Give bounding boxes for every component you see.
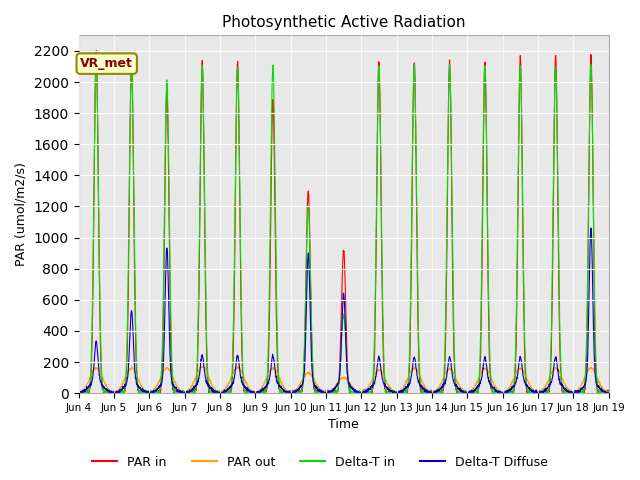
PAR out	[76, 390, 83, 396]
Delta-T in	[135, 390, 143, 396]
PAR in	[75, 390, 83, 396]
Y-axis label: PAR (umol/m2/s): PAR (umol/m2/s)	[15, 162, 28, 266]
PAR out	[595, 378, 602, 384]
Delta-T in	[595, 387, 602, 393]
PAR out	[197, 363, 205, 369]
PAR in	[605, 390, 612, 396]
Line: PAR in: PAR in	[79, 50, 609, 393]
Delta-T Diffuse	[167, 366, 175, 372]
PAR out	[301, 372, 309, 378]
Delta-T in	[538, 390, 545, 396]
Line: Delta-T in: Delta-T in	[79, 64, 609, 393]
PAR in	[538, 388, 545, 394]
PAR in	[595, 390, 602, 396]
Delta-T in	[605, 390, 612, 396]
Delta-T Diffuse	[605, 390, 612, 396]
Delta-T Diffuse	[75, 390, 83, 396]
X-axis label: Time: Time	[328, 419, 359, 432]
PAR out	[538, 388, 545, 394]
PAR out	[605, 390, 612, 396]
Delta-T in	[167, 303, 175, 309]
Delta-T in	[75, 390, 83, 396]
Delta-T in	[75, 390, 83, 396]
Title: Photosynthetic Active Radiation: Photosynthetic Active Radiation	[222, 15, 465, 30]
PAR in	[167, 334, 175, 339]
Delta-T in	[278, 389, 286, 395]
Delta-T Diffuse	[301, 357, 308, 363]
PAR in	[93, 48, 100, 53]
PAR in	[278, 390, 286, 396]
PAR out	[135, 378, 143, 384]
PAR out	[167, 369, 175, 375]
PAR in	[75, 390, 83, 396]
PAR in	[301, 324, 309, 329]
Delta-T in	[301, 322, 308, 327]
Delta-T Diffuse	[595, 383, 602, 389]
Text: VR_met: VR_met	[80, 57, 133, 70]
Line: PAR out: PAR out	[79, 366, 609, 393]
PAR out	[75, 390, 83, 396]
Delta-T Diffuse	[75, 390, 83, 396]
Delta-T Diffuse	[135, 384, 143, 390]
Delta-T Diffuse	[588, 226, 595, 231]
PAR out	[278, 382, 286, 387]
Delta-T in	[410, 61, 418, 67]
PAR in	[136, 388, 143, 394]
Delta-T Diffuse	[278, 385, 286, 391]
Line: Delta-T Diffuse: Delta-T Diffuse	[79, 228, 609, 393]
Delta-T Diffuse	[538, 390, 545, 396]
Legend: PAR in, PAR out, Delta-T in, Delta-T Diffuse: PAR in, PAR out, Delta-T in, Delta-T Dif…	[87, 451, 553, 474]
